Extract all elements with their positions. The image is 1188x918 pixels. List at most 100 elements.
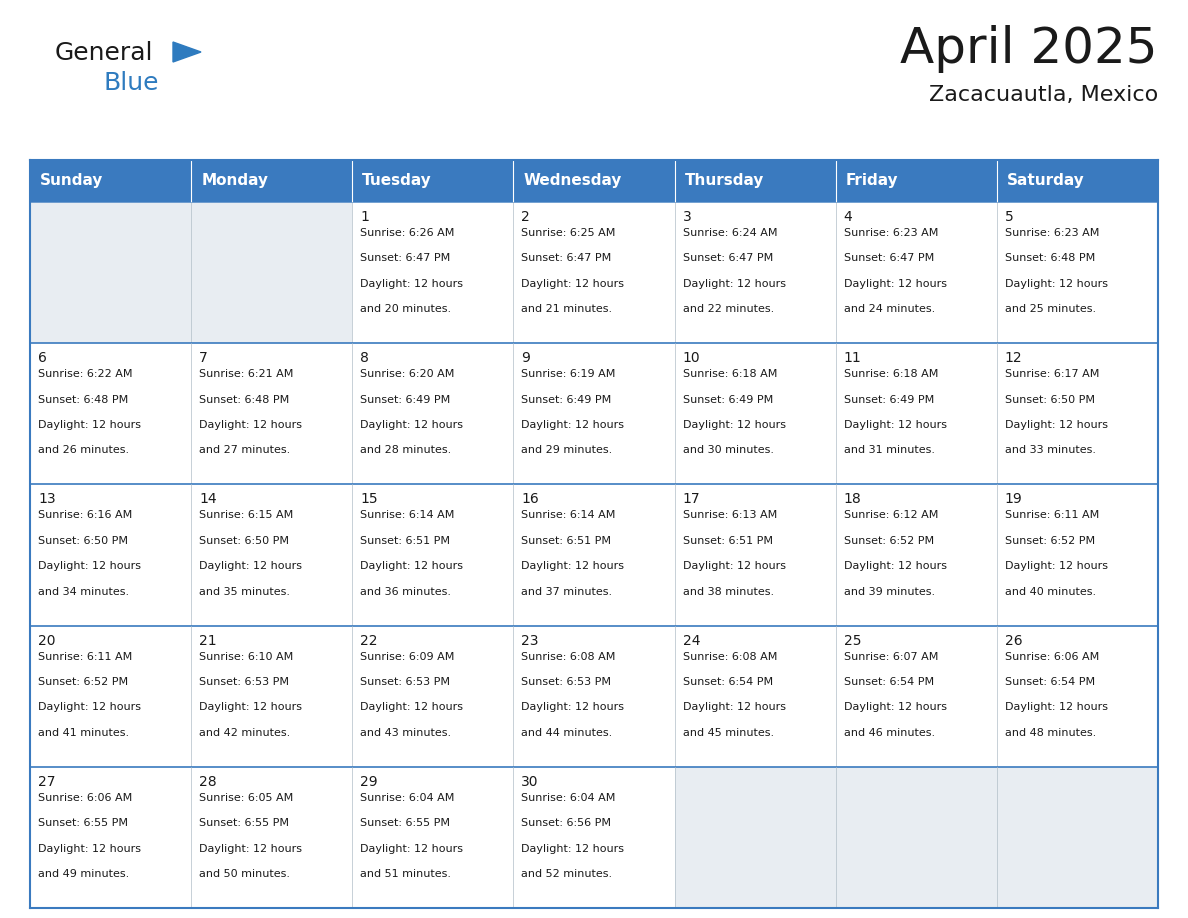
Text: 22: 22 [360,633,378,647]
Text: Sunday: Sunday [40,174,103,188]
Text: and 37 minutes.: and 37 minutes. [522,587,613,597]
Text: 13: 13 [38,492,56,507]
Text: Sunset: 6:56 PM: Sunset: 6:56 PM [522,818,612,828]
Text: Sunset: 6:48 PM: Sunset: 6:48 PM [38,395,128,405]
Text: Sunset: 6:47 PM: Sunset: 6:47 PM [683,253,773,263]
Text: 21: 21 [200,633,216,647]
Text: Saturday: Saturday [1007,174,1085,188]
Bar [191,625,353,767]
Text: 1: 1 [360,210,369,224]
Bar [513,485,675,625]
Text: Daylight: 12 hours: Daylight: 12 hours [200,420,302,430]
Text: and 41 minutes.: and 41 minutes. [38,728,129,738]
Text: and 51 minutes.: and 51 minutes. [360,869,451,879]
Text: Sunrise: 6:24 AM: Sunrise: 6:24 AM [683,228,777,238]
Bar [513,343,675,485]
Text: Sunset: 6:49 PM: Sunset: 6:49 PM [360,395,450,405]
Text: Daylight: 12 hours: Daylight: 12 hours [522,561,625,571]
Text: Daylight: 12 hours: Daylight: 12 hours [38,561,141,571]
Text: Sunrise: 6:06 AM: Sunrise: 6:06 AM [38,793,132,803]
Bar [513,625,675,767]
Text: Daylight: 12 hours: Daylight: 12 hours [522,279,625,289]
Text: and 27 minutes.: and 27 minutes. [200,445,290,455]
Text: Daylight: 12 hours: Daylight: 12 hours [843,561,947,571]
Text: Daylight: 12 hours: Daylight: 12 hours [360,561,463,571]
Text: Daylight: 12 hours: Daylight: 12 hours [522,702,625,712]
Text: Sunrise: 6:17 AM: Sunrise: 6:17 AM [1005,369,1099,379]
Text: Sunrise: 6:14 AM: Sunrise: 6:14 AM [522,510,615,521]
Text: Sunset: 6:55 PM: Sunset: 6:55 PM [38,818,128,828]
Text: 12: 12 [1005,352,1023,365]
Text: 30: 30 [522,775,539,789]
Bar [30,485,191,625]
Text: Sunrise: 6:25 AM: Sunrise: 6:25 AM [522,228,615,238]
Bar [191,485,353,625]
Text: 20: 20 [38,633,56,647]
Text: Daylight: 12 hours: Daylight: 12 hours [683,279,785,289]
Text: Daylight: 12 hours: Daylight: 12 hours [843,420,947,430]
Text: Sunrise: 6:11 AM: Sunrise: 6:11 AM [38,652,132,662]
Text: Sunset: 6:50 PM: Sunset: 6:50 PM [38,536,128,546]
Text: Sunset: 6:54 PM: Sunset: 6:54 PM [843,677,934,687]
Text: April 2025: April 2025 [901,25,1158,73]
Text: and 20 minutes.: and 20 minutes. [360,304,451,314]
Text: and 24 minutes.: and 24 minutes. [843,304,935,314]
Text: Sunset: 6:55 PM: Sunset: 6:55 PM [200,818,289,828]
Text: Sunset: 6:49 PM: Sunset: 6:49 PM [522,395,612,405]
Text: Sunset: 6:51 PM: Sunset: 6:51 PM [360,536,450,546]
Bar [675,767,835,908]
Text: and 21 minutes.: and 21 minutes. [522,304,613,314]
Text: Sunset: 6:48 PM: Sunset: 6:48 PM [200,395,290,405]
Bar [353,485,513,625]
Text: Sunrise: 6:23 AM: Sunrise: 6:23 AM [1005,228,1099,238]
Bar [513,767,675,908]
Text: Sunset: 6:54 PM: Sunset: 6:54 PM [683,677,772,687]
Bar [997,767,1158,908]
Text: 19: 19 [1005,492,1023,507]
Text: 26: 26 [1005,633,1023,647]
Text: Sunrise: 6:12 AM: Sunrise: 6:12 AM [843,510,939,521]
Bar [513,160,675,202]
Bar [835,485,997,625]
Text: Daylight: 12 hours: Daylight: 12 hours [360,420,463,430]
Text: Sunrise: 6:09 AM: Sunrise: 6:09 AM [360,652,455,662]
Text: and 40 minutes.: and 40 minutes. [1005,587,1097,597]
Text: 5: 5 [1005,210,1013,224]
Text: Sunset: 6:53 PM: Sunset: 6:53 PM [200,677,289,687]
Text: Sunrise: 6:18 AM: Sunrise: 6:18 AM [843,369,939,379]
Bar [835,343,997,485]
Bar [191,343,353,485]
Text: Daylight: 12 hours: Daylight: 12 hours [1005,561,1108,571]
Bar [675,202,835,343]
Bar [191,160,353,202]
Text: Wednesday: Wednesday [524,174,621,188]
Text: 8: 8 [360,352,369,365]
Bar [513,202,675,343]
Text: and 45 minutes.: and 45 minutes. [683,728,773,738]
Text: Sunrise: 6:19 AM: Sunrise: 6:19 AM [522,369,615,379]
Text: and 29 minutes.: and 29 minutes. [522,445,613,455]
Text: Sunset: 6:51 PM: Sunset: 6:51 PM [683,536,772,546]
Text: Sunset: 6:47 PM: Sunset: 6:47 PM [843,253,934,263]
Text: 7: 7 [200,352,208,365]
Text: and 39 minutes.: and 39 minutes. [843,587,935,597]
Text: Daylight: 12 hours: Daylight: 12 hours [1005,420,1108,430]
Text: Sunrise: 6:04 AM: Sunrise: 6:04 AM [522,793,615,803]
Text: and 44 minutes.: and 44 minutes. [522,728,613,738]
Text: Sunset: 6:49 PM: Sunset: 6:49 PM [843,395,934,405]
Text: Sunrise: 6:21 AM: Sunrise: 6:21 AM [200,369,293,379]
Text: Sunrise: 6:10 AM: Sunrise: 6:10 AM [200,652,293,662]
Text: and 43 minutes.: and 43 minutes. [360,728,451,738]
Text: Tuesday: Tuesday [362,174,432,188]
Text: and 50 minutes.: and 50 minutes. [200,869,290,879]
Text: Sunrise: 6:11 AM: Sunrise: 6:11 AM [1005,510,1099,521]
Text: Daylight: 12 hours: Daylight: 12 hours [843,279,947,289]
Text: Sunset: 6:47 PM: Sunset: 6:47 PM [522,253,612,263]
Text: Blue: Blue [103,71,158,95]
Text: and 26 minutes.: and 26 minutes. [38,445,129,455]
Text: 15: 15 [360,492,378,507]
Bar [835,160,997,202]
Text: Daylight: 12 hours: Daylight: 12 hours [683,561,785,571]
Text: 17: 17 [683,492,700,507]
Text: 3: 3 [683,210,691,224]
